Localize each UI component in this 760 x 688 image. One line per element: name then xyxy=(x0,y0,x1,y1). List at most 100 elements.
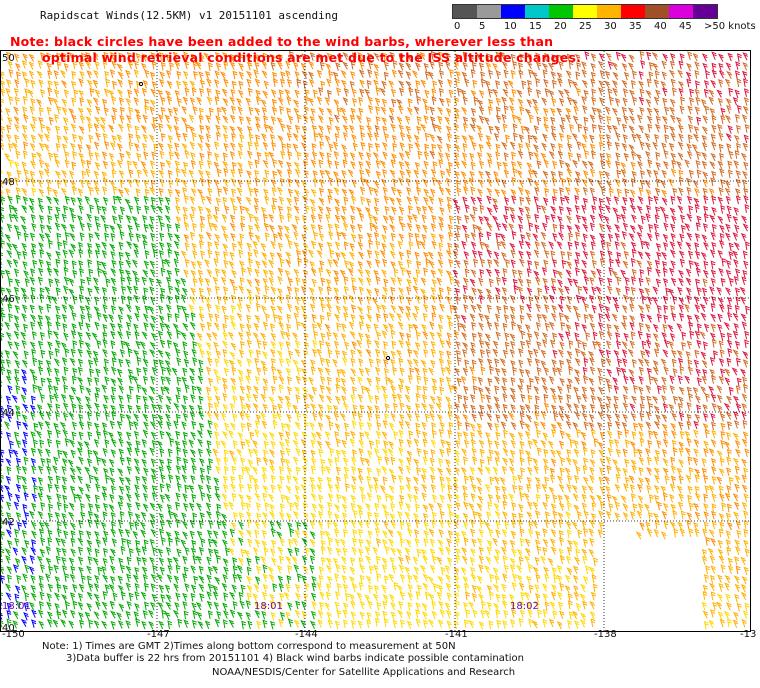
wind-barb xyxy=(68,304,75,313)
wind-barb xyxy=(430,484,436,493)
wind-barb xyxy=(574,171,581,180)
wind-barb xyxy=(494,422,500,432)
wind-barb xyxy=(357,223,363,233)
wind-barb xyxy=(534,476,541,486)
wind-barb xyxy=(623,152,629,162)
wind-barb xyxy=(558,412,565,421)
wind-barb xyxy=(222,243,228,252)
wind-barb xyxy=(470,341,476,351)
wind-barb xyxy=(133,97,139,106)
wind-barb xyxy=(149,106,155,116)
wind-barb xyxy=(30,521,37,530)
wind-barb xyxy=(622,358,628,367)
wind-barb xyxy=(92,466,99,475)
wind-barb xyxy=(477,387,484,396)
wind-barb xyxy=(103,51,109,61)
wind-barb xyxy=(5,475,12,485)
wind-barb xyxy=(480,71,485,81)
wind-barb xyxy=(664,134,670,143)
wind-barb xyxy=(398,438,404,448)
wind-barb xyxy=(352,509,358,519)
wind-barb xyxy=(710,458,717,467)
wind-barb xyxy=(333,269,339,279)
wind-barb xyxy=(374,142,380,152)
wind-barb xyxy=(398,80,405,89)
wind-barb xyxy=(744,448,750,458)
wind-barb xyxy=(453,97,460,106)
wind-barb xyxy=(727,125,733,134)
wind-barb xyxy=(340,368,346,378)
wind-barb xyxy=(343,466,349,476)
wind-barb xyxy=(87,510,93,520)
wind-barb xyxy=(598,197,604,207)
wind-barb xyxy=(292,99,299,108)
wind-barb xyxy=(316,96,323,105)
wind-barb xyxy=(527,440,533,449)
wind-barb xyxy=(318,125,324,134)
wind-barb xyxy=(164,351,171,360)
wind-barb xyxy=(199,152,205,162)
wind-barb xyxy=(519,53,525,63)
wind-barb xyxy=(494,440,500,449)
wind-barb xyxy=(479,458,485,468)
wind-barb xyxy=(589,413,595,423)
wind-barb xyxy=(103,88,110,97)
wind-barb xyxy=(548,321,555,330)
wind-barb xyxy=(519,106,525,116)
wind-barb xyxy=(631,268,637,278)
wind-barb xyxy=(534,510,541,519)
wind-barb xyxy=(397,384,404,393)
wind-barb xyxy=(493,258,500,267)
wind-barb xyxy=(614,512,620,521)
wind-barb xyxy=(357,251,364,260)
wind-barb xyxy=(454,402,460,412)
wind-barb xyxy=(510,404,516,413)
wind-barb xyxy=(44,232,51,241)
wind-barb xyxy=(726,485,732,494)
wind-barb xyxy=(93,438,100,448)
wind-barb xyxy=(694,188,700,197)
wind-barb xyxy=(726,521,733,531)
wind-barb xyxy=(654,214,660,224)
wind-barb xyxy=(277,224,284,234)
wind-barb xyxy=(381,330,388,339)
wind-barb xyxy=(133,178,140,187)
wind-barb xyxy=(278,196,285,205)
wind-barb xyxy=(292,133,299,142)
wind-barb xyxy=(175,177,181,187)
wind-barb xyxy=(446,503,453,513)
wind-barb xyxy=(480,78,486,88)
wind-barb xyxy=(702,341,708,351)
wind-barb xyxy=(624,458,630,468)
wind-barb xyxy=(293,205,300,214)
wind-barb xyxy=(462,284,468,294)
wind-barb xyxy=(416,116,422,125)
wind-barb xyxy=(110,60,117,69)
wind-barb xyxy=(208,458,213,467)
wind-barb xyxy=(69,179,76,189)
wind-barb xyxy=(204,277,211,287)
wind-barb xyxy=(118,170,125,179)
wind-barb xyxy=(556,107,562,116)
wind-barb xyxy=(237,493,244,502)
wind-barb xyxy=(616,251,622,261)
wind-barb xyxy=(60,394,67,403)
wind-barb xyxy=(324,169,331,178)
wind-barb xyxy=(356,504,363,513)
wind-barb xyxy=(534,277,541,286)
wind-barb xyxy=(189,141,196,150)
wind-barb xyxy=(124,69,131,79)
wind-barb xyxy=(22,421,29,431)
wind-barb xyxy=(192,278,198,287)
wind-barb xyxy=(540,376,547,386)
wind-barb xyxy=(572,115,579,125)
wind-barb xyxy=(253,249,259,258)
wind-barb xyxy=(72,295,78,305)
wind-barb xyxy=(366,422,373,431)
wind-barb xyxy=(565,324,572,333)
wind-barb xyxy=(551,332,557,342)
wind-barb xyxy=(84,493,91,502)
wind-barb xyxy=(368,142,373,152)
wind-barb xyxy=(254,420,260,429)
wind-barb xyxy=(231,188,236,198)
